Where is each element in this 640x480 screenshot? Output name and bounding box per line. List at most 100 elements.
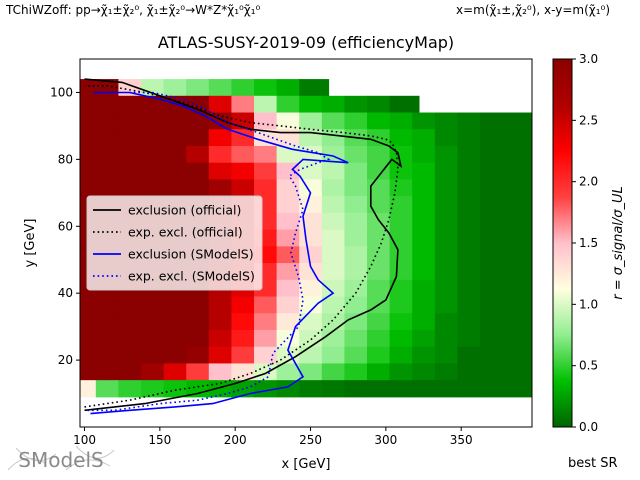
heatmap-cell [231, 129, 255, 147]
y-axis-label: y [GeV] [23, 219, 38, 268]
heatmap-cell [141, 129, 165, 147]
heatmap-cell [457, 380, 481, 398]
heatmap-cell [80, 145, 97, 164]
heatmap-cell [299, 246, 323, 264]
heatmap-cell [344, 279, 368, 298]
heatmap-cell [344, 246, 368, 264]
heatmap-cell [412, 346, 436, 364]
curve-exp-excl-smodels- [87, 91, 331, 412]
heatmap-cell [95, 162, 119, 180]
heatmap-cell [95, 380, 119, 398]
heatmap-cell [299, 196, 323, 214]
heatmap-cell [231, 346, 255, 364]
heatmap-cell [118, 363, 142, 381]
heatmap-cell [367, 229, 391, 247]
heatmap-cell [276, 129, 300, 147]
heatmap-cell [231, 296, 255, 314]
heatmap-cell [457, 363, 481, 381]
heatmap-cell [95, 313, 119, 331]
heatmap-cell [276, 79, 300, 97]
heatmap-cell [344, 363, 368, 381]
heatmap-cell [118, 95, 142, 114]
heatmap-cell [118, 145, 142, 164]
heatmap-cell [231, 179, 255, 197]
heatmap-cell [231, 145, 255, 164]
heatmap-cell [321, 346, 345, 364]
heatmap-cell [80, 329, 97, 348]
heatmap-cell [321, 129, 345, 147]
heatmap-cell [344, 196, 368, 214]
heatmap-cell [254, 380, 278, 398]
heatmap-cell [344, 263, 368, 281]
heatmap-cell [434, 329, 458, 348]
heatmap-cell [231, 79, 255, 97]
heatmap-cell [367, 279, 391, 298]
colorbar-scale [552, 58, 573, 428]
heatmap-cell [412, 212, 436, 231]
heatmap-cell [457, 162, 481, 180]
heatmap-cell [231, 313, 255, 331]
heatmap-cell [208, 179, 232, 197]
heatmap-cell [186, 329, 210, 348]
heatmap-cell [502, 145, 533, 164]
heatmap-cell [95, 363, 119, 381]
heatmap-cell [389, 279, 413, 298]
heatmap-cell [254, 329, 278, 348]
heatmap-cell [186, 380, 210, 398]
heatmap-cell [434, 212, 458, 231]
heatmap-cell [502, 346, 533, 364]
heatmap-cell [367, 346, 391, 364]
legend-label: exclusion (official) [128, 203, 241, 218]
heatmap-cell [141, 296, 165, 314]
heatmap-cell [95, 329, 119, 348]
heatmap-cell [231, 329, 255, 348]
heatmap-cell [163, 129, 187, 147]
heatmap-cell [321, 363, 345, 381]
heatmap-cell [502, 129, 533, 147]
heatmap-cell [389, 179, 413, 197]
heatmap-cell [95, 145, 119, 164]
heatmap-cell [163, 313, 187, 331]
heatmap-cell [254, 112, 278, 130]
heatmap-cell [321, 229, 345, 247]
y-tick-label: 60 [58, 219, 73, 233]
heatmap-cell [321, 212, 345, 231]
heatmap-cell [367, 313, 391, 331]
heatmap-cell [141, 79, 165, 97]
heatmap-cell [457, 129, 481, 147]
heatmap-cell [141, 179, 165, 197]
heatmap-cell [321, 263, 345, 281]
heatmap-cell [80, 296, 97, 314]
heatmap-cell [502, 263, 533, 281]
heatmap-cell [457, 246, 481, 264]
heatmap-cell [80, 313, 97, 331]
heatmap-cell [434, 363, 458, 381]
heatmap-cell [141, 313, 165, 331]
heatmap-cell [276, 179, 300, 197]
heatmap-cell [95, 296, 119, 314]
smodels-logo: SModelS [7, 445, 115, 472]
heatmap-cell [389, 246, 413, 264]
heatmap-cell [412, 145, 436, 164]
heatmap-cell [502, 162, 533, 180]
heatmap-cell [480, 196, 504, 214]
heatmap-cell [254, 162, 278, 180]
x-axis-label: x [GeV] [282, 457, 331, 472]
heatmap-cell [457, 279, 481, 298]
heatmap-cell [299, 229, 323, 247]
y-axis: 20 40 60 80 100 [50, 85, 80, 367]
heatmap-cell [389, 329, 413, 348]
heatmap-cell [367, 363, 391, 381]
heatmap-cell [434, 162, 458, 180]
x-axis: 100 150 200 250 300 350 [73, 427, 473, 447]
heatmap-cell [502, 179, 533, 197]
heatmap-cell [276, 313, 300, 331]
heatmap-cell [299, 313, 323, 331]
heatmap-cell [231, 363, 255, 381]
heatmap-cell [299, 112, 323, 130]
y-tick-label: 80 [58, 152, 73, 166]
heatmap-cell [502, 212, 533, 231]
colorbar-tick-label: 1.0 [579, 297, 598, 311]
heatmap-cell [480, 162, 504, 180]
